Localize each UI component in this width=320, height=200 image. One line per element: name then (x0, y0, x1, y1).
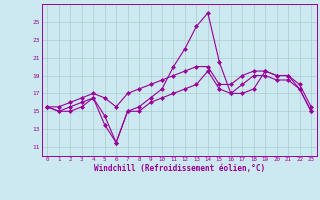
X-axis label: Windchill (Refroidissement éolien,°C): Windchill (Refroidissement éolien,°C) (94, 164, 265, 173)
